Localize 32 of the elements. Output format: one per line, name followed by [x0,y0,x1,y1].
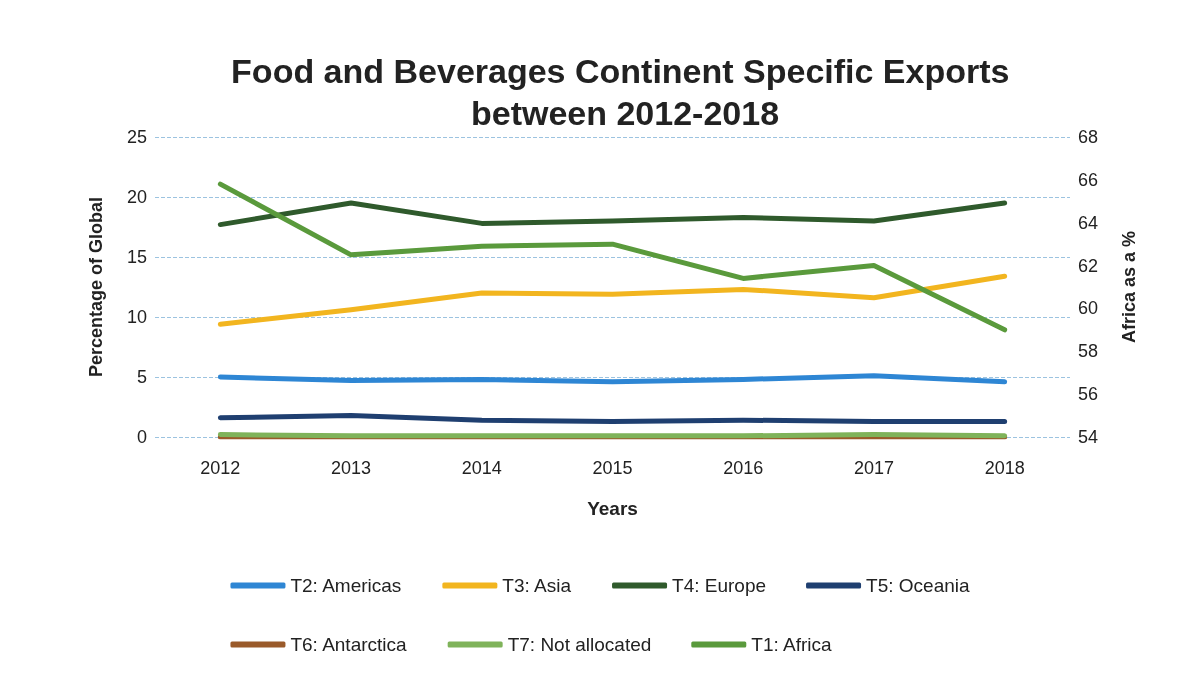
y-tick-label: 10 [126,307,147,327]
x-tick-label: 2013 [331,458,372,478]
x-tick-label: 2018 [984,458,1025,478]
x-tick-label: 2017 [853,458,894,478]
y-tick-label: 15 [126,247,147,267]
y-tick-label: 25 [126,127,147,147]
y2-tick-label: 56 [1078,384,1099,405]
legend-label: T7: Not allocated [507,634,652,655]
legend-label: T6: Antarctica [290,634,408,655]
legend-label: T4: Europe [672,575,767,596]
y2-tick-label: 60 [1078,298,1099,319]
y2-tick-label: 66 [1078,169,1099,190]
x-tick-label: 2014 [461,458,502,478]
y-tick-label: 20 [126,187,147,207]
x-axis-title: Years [587,498,638,519]
y2-tick-label: 62 [1078,255,1099,276]
y-tick-label: 5 [136,367,147,387]
y2-tick-label: 54 [1078,427,1099,447]
legend-label: T5: Oceania [866,575,970,596]
x-tick-label: 2016 [723,458,764,478]
y-axis-title: Percentage of Global [86,196,106,378]
chart-title: Food and Beverages Continent Specific Exports between 2012-2018 [231,52,1019,132]
legend-label: T2: Americas [290,575,402,596]
legend-label: T1: Africa [751,634,832,655]
y2-tick-label: 58 [1078,341,1099,362]
y2-tick-label: 64 [1078,212,1099,233]
y2-tick-label: 68 [1078,127,1099,147]
y-tick-label: 0 [136,427,147,447]
x-tick-label: 2015 [592,458,633,478]
legend-label: T3: Asia [502,575,572,596]
y2-axis-title: Africa as a % [1119,230,1139,344]
x-tick-label: 2012 [200,458,241,478]
